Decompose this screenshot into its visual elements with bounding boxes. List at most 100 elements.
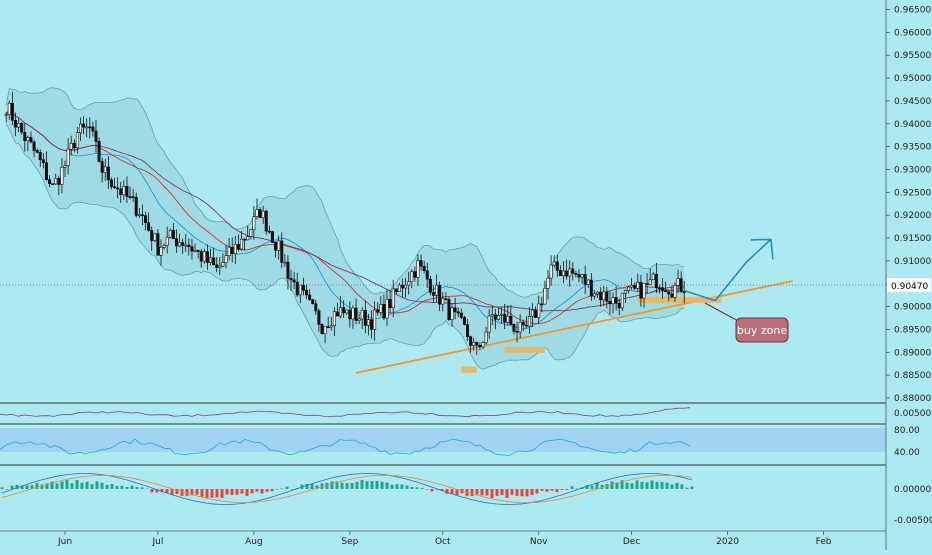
macd-bar (265, 489, 269, 492)
candle-body (199, 251, 203, 262)
candle-body (193, 249, 197, 252)
candle-body (184, 244, 188, 247)
candle-body (568, 268, 572, 277)
support-zone (637, 296, 722, 303)
candle-body (41, 159, 45, 164)
macd-bar (215, 489, 219, 498)
macd-bar (545, 489, 549, 492)
macd-bar (475, 489, 479, 495)
candle-body (60, 166, 64, 185)
candle-body (85, 126, 89, 129)
candle-body (357, 318, 361, 321)
macd-bar (325, 483, 329, 489)
support-trendline (355, 280, 793, 374)
candle-body (475, 342, 479, 346)
macd-bar (340, 482, 344, 489)
price-tick-label: 0.92500 (894, 188, 931, 198)
candle-body (137, 214, 141, 217)
candle-body (676, 278, 680, 286)
candle-body (589, 279, 593, 297)
candle-body (295, 281, 299, 296)
candle-body (602, 291, 606, 301)
candle-body (391, 288, 395, 309)
candle-body (462, 317, 466, 325)
candle-body (190, 246, 194, 252)
candle-body (627, 286, 631, 291)
candle-body (447, 299, 451, 320)
time-tick-label: Nov (530, 537, 548, 547)
macd-bar (75, 480, 79, 489)
price-tick-label: 0.96000 (894, 28, 931, 38)
candle-body (131, 196, 135, 198)
macd-bar (0, 487, 4, 489)
candle-body (540, 303, 544, 306)
candle-body (125, 185, 129, 197)
candle-body (187, 244, 191, 248)
macd-bar (145, 488, 149, 490)
macd-bar (45, 483, 49, 489)
candle-body (537, 303, 541, 318)
macd-bar (90, 484, 94, 489)
indicator-tick-label: -0.00500 (894, 516, 932, 526)
candle-body (116, 187, 120, 190)
candle-body (66, 148, 70, 166)
candle-body (51, 183, 55, 185)
candle-body (289, 278, 293, 281)
indicator-tick-label: 40.00 (894, 448, 920, 458)
macd-bar (245, 489, 249, 496)
macd-bar (285, 486, 289, 489)
candle-body (586, 279, 590, 285)
current-price-tag (887, 278, 931, 293)
macd-bar (255, 489, 259, 492)
macd-bar (360, 480, 364, 489)
candle-body (277, 240, 281, 251)
candle-body (370, 319, 374, 330)
candle-body (558, 270, 562, 277)
candle-body (103, 166, 107, 173)
candle-body (661, 287, 665, 291)
price-tick-label: 0.96500 (894, 6, 931, 16)
macd-bar (120, 485, 124, 489)
candle-body (54, 178, 58, 185)
candle-body (366, 319, 370, 326)
candle-body (221, 262, 225, 267)
candle-body (583, 274, 587, 285)
candle-body (44, 162, 48, 180)
candle-body (233, 243, 237, 254)
macd-bar (595, 482, 599, 489)
projection-arrow (683, 238, 772, 302)
candle-body (348, 309, 352, 320)
price-tick-label: 0.94500 (894, 97, 931, 107)
candle-body (224, 255, 228, 263)
candle-body (339, 307, 343, 317)
time-tick-label: Jul (151, 537, 163, 547)
candle-body (283, 261, 287, 264)
macd-bar (650, 480, 654, 489)
candle-body (363, 310, 367, 326)
macd-bar (430, 489, 434, 492)
macd-bar (320, 483, 324, 489)
candle-body (543, 288, 547, 305)
price-tick-label: 0.91000 (894, 257, 931, 267)
candle-body (574, 272, 578, 275)
candle-body (531, 309, 535, 317)
macd-bar (680, 484, 684, 489)
candle-body (156, 233, 160, 256)
candle-body (63, 165, 67, 168)
candle-body (444, 298, 448, 300)
candle-body (459, 312, 463, 318)
macd-bar (500, 489, 504, 496)
candle-body (134, 196, 138, 216)
candle-body (246, 236, 250, 241)
macd-bar (270, 489, 274, 492)
candle-body (664, 290, 668, 293)
candle-body (667, 291, 671, 295)
candle-body (620, 293, 624, 309)
macd-bar (60, 481, 64, 489)
candle-body (571, 268, 575, 274)
price-tick-label: 0.93500 (894, 143, 931, 153)
macd-bar (185, 489, 189, 496)
macd-bar (400, 484, 404, 489)
